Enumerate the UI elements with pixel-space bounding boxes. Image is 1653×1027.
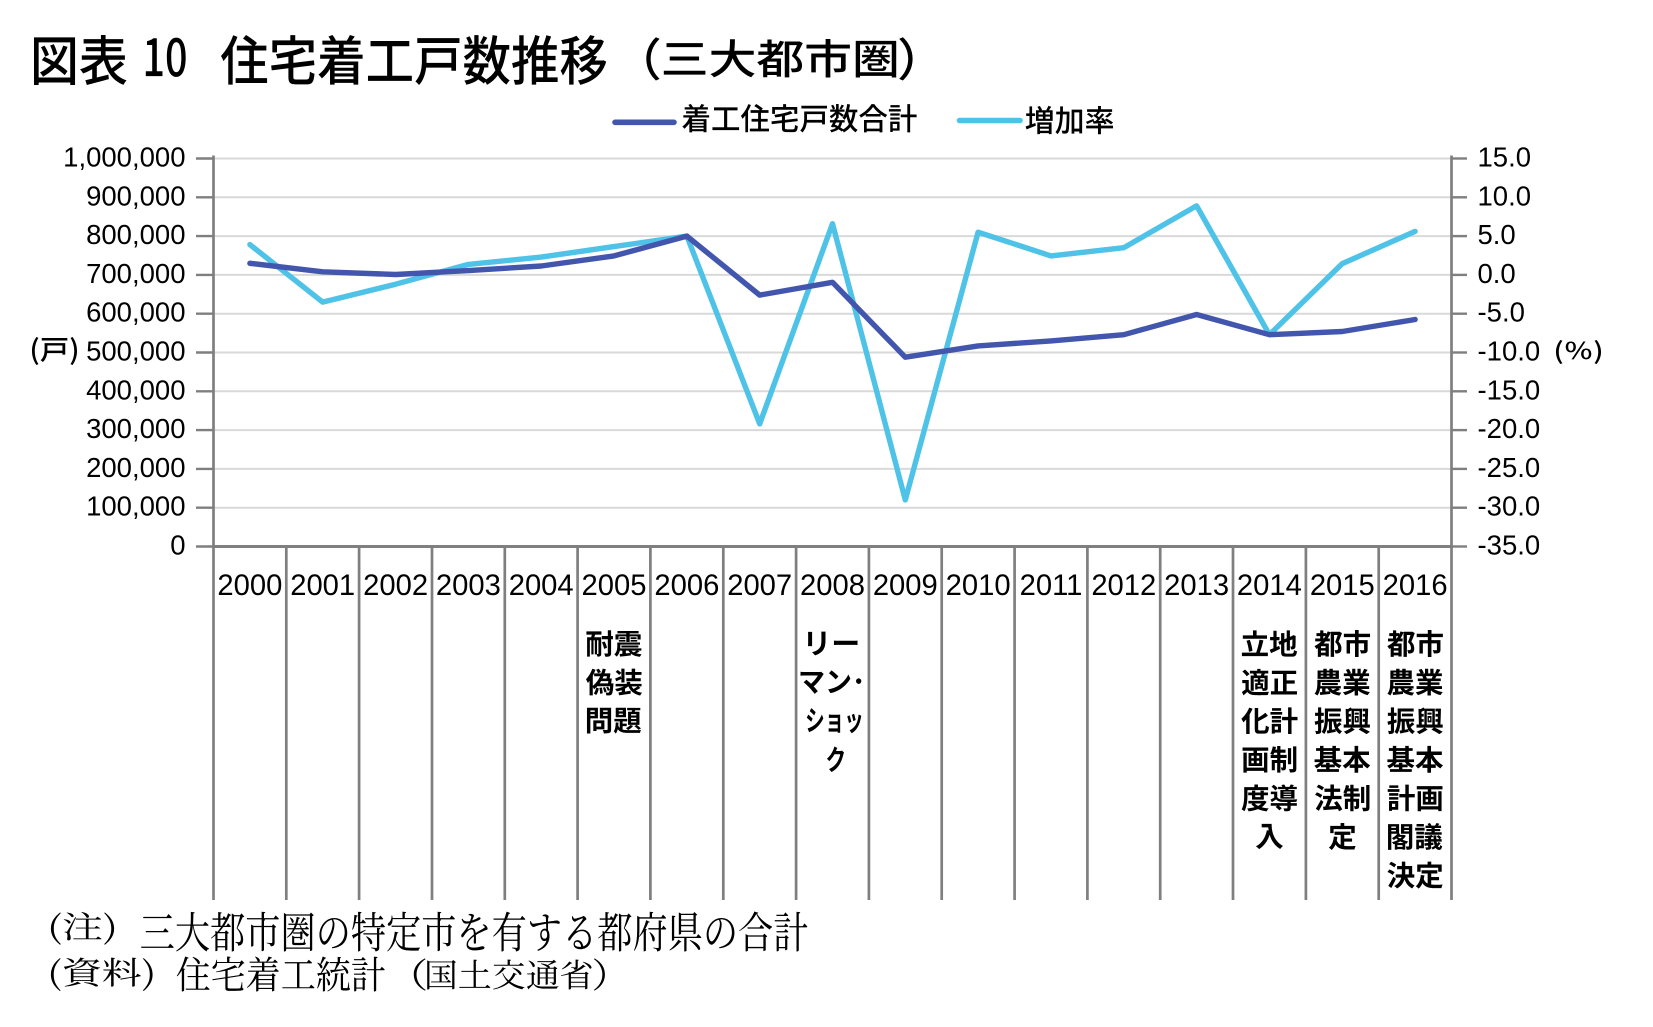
svg-text:-25.0: -25.0 xyxy=(1478,452,1541,483)
svg-text:-15.0: -15.0 xyxy=(1478,374,1541,405)
svg-text:2001: 2001 xyxy=(290,570,355,602)
svg-text:700,000: 700,000 xyxy=(86,258,185,289)
svg-text:2011: 2011 xyxy=(1020,570,1083,602)
svg-text:2016: 2016 xyxy=(1383,570,1448,602)
svg-text:800,000: 800,000 xyxy=(86,219,185,250)
svg-text:-30.0: -30.0 xyxy=(1478,491,1541,522)
svg-text:2013: 2013 xyxy=(1164,570,1229,602)
svg-text:2006: 2006 xyxy=(654,570,719,602)
svg-text:500,000: 500,000 xyxy=(86,336,185,367)
svg-text:400,000: 400,000 xyxy=(86,374,185,405)
svg-text:2004: 2004 xyxy=(509,570,574,602)
svg-text:0.0: 0.0 xyxy=(1478,258,1516,289)
svg-text:5.0: 5.0 xyxy=(1478,219,1516,250)
svg-text:2009: 2009 xyxy=(873,570,938,602)
svg-text:600,000: 600,000 xyxy=(86,297,185,328)
svg-text:2003: 2003 xyxy=(436,570,501,602)
svg-text:2015: 2015 xyxy=(1310,570,1375,602)
svg-text:2012: 2012 xyxy=(1091,570,1156,602)
svg-text:2010: 2010 xyxy=(946,570,1011,602)
svg-text:-10.0: -10.0 xyxy=(1478,336,1541,367)
svg-text:0: 0 xyxy=(170,530,185,561)
svg-text:300,000: 300,000 xyxy=(86,413,185,444)
svg-text:10.0: 10.0 xyxy=(1478,180,1532,211)
svg-text:100,000: 100,000 xyxy=(86,491,185,522)
svg-text:2002: 2002 xyxy=(363,570,428,602)
svg-text:2014: 2014 xyxy=(1237,570,1302,602)
svg-text:900,000: 900,000 xyxy=(86,180,185,211)
svg-text:15.0: 15.0 xyxy=(1478,142,1532,173)
svg-text:2000: 2000 xyxy=(217,570,282,602)
svg-text:200,000: 200,000 xyxy=(86,452,185,483)
svg-text:2008: 2008 xyxy=(800,570,865,602)
svg-text:-20.0: -20.0 xyxy=(1478,413,1541,444)
svg-text:-35.0: -35.0 xyxy=(1478,530,1541,561)
svg-text:2005: 2005 xyxy=(582,570,647,602)
svg-text:2007: 2007 xyxy=(727,570,792,602)
svg-text:1,000,000: 1,000,000 xyxy=(63,142,185,173)
svg-text:-5.0: -5.0 xyxy=(1478,297,1525,328)
